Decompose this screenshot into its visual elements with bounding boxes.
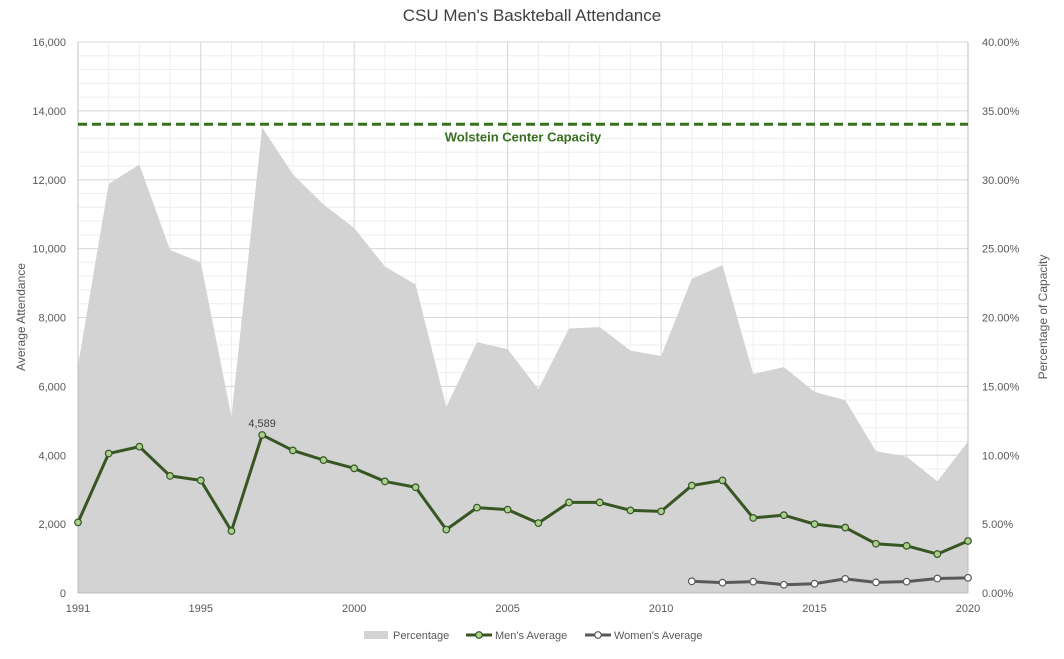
men-s-average-point (196, 476, 205, 485)
men-s-average-point (626, 506, 635, 515)
men-s-average-point (350, 464, 359, 473)
x-tick-label: 2020 (956, 603, 980, 615)
men-s-average-point (227, 527, 236, 535)
percentage-area (78, 127, 968, 593)
legend-swatch-percentage (364, 631, 388, 639)
women-s-average-point (687, 577, 696, 586)
men-s-average-point (534, 519, 543, 527)
women-s-average-line (691, 576, 969, 587)
x-tick-label: 2005 (495, 603, 519, 615)
men-s-average-point (749, 514, 758, 522)
men-s-average-point (565, 498, 573, 507)
y-axis-title: Average Attendance (14, 263, 28, 371)
men-s-average-point (380, 477, 389, 486)
women-s-average-point (810, 579, 819, 588)
men-s-average-point (74, 518, 82, 527)
y2-tick-label: 0.00% (982, 588, 1013, 600)
men-s-average-point (933, 550, 942, 558)
men-s-average-point (964, 537, 972, 545)
data-label: 4,589 (248, 418, 276, 430)
men-s-average-point (473, 503, 481, 512)
y-tick-label: 16,000 (32, 37, 66, 49)
y2-axis-title: Percentage of Capacity (1036, 255, 1050, 380)
y-tick-label: 6,000 (38, 381, 66, 393)
men-s-average-line (76, 433, 969, 556)
y-tick-label: 4,000 (38, 450, 66, 462)
y-tick-label: 12,000 (32, 175, 66, 187)
men-s-average-point (442, 525, 451, 534)
men-s-average-point (595, 498, 604, 507)
women-s-average-point (902, 577, 911, 586)
men-s-average-point (411, 483, 420, 492)
women-s-average-point (841, 574, 850, 583)
y2-tick-label: 25.00% (982, 244, 1020, 256)
tick-labels-layer: 4,589 0 2,000 4,000 6,000 8,000 10,000 12,000 14… (32, 37, 1019, 615)
legend: Percentage Men's Average Women's Average (364, 630, 703, 642)
y-tick-label: 8,000 (38, 313, 66, 325)
y2-tick-label: 5.00% (982, 519, 1013, 531)
men-s-average-point (810, 520, 819, 529)
men-s-average-point (135, 442, 144, 451)
x-tick-label: 2010 (649, 603, 673, 615)
x-tick-label: 2015 (802, 603, 826, 615)
men-s-average-point (503, 505, 512, 514)
men-s-average-point (687, 481, 696, 490)
women-s-average-point (779, 580, 788, 589)
legend-label-men-s-average: Men's Average (495, 630, 567, 642)
women-s-average-point (964, 573, 972, 582)
capacity-reference-label: Wolstein Center Capacity (445, 129, 602, 144)
y-tick-label: 0 (60, 588, 66, 600)
women-s-average-point (749, 577, 758, 586)
men-s-average-point (657, 507, 666, 516)
x-tick-label: 1995 (189, 603, 213, 615)
x-tick-label: 1991 (66, 603, 90, 615)
y2-tick-label: 15.00% (982, 381, 1020, 393)
y2-tick-label: 20.00% (982, 313, 1020, 325)
men-s-average-point (104, 449, 113, 458)
men-s-average-point (872, 539, 880, 548)
y-tick-label: 2,000 (38, 519, 66, 531)
y2-tick-label: 10.00% (982, 450, 1020, 462)
chart-title: CSU Men's Baskteball Attendance (403, 6, 661, 25)
y-tick-label: 10,000 (32, 244, 66, 256)
men-s-average-point (319, 456, 328, 464)
capacity-reference-layer: Wolstein Center Capacity (78, 122, 968, 144)
men-s-average-point (779, 511, 788, 520)
men-s-average-point (718, 476, 727, 485)
legend-marker-women-s-average (594, 631, 602, 639)
women-s-average-point (933, 574, 942, 583)
y2-tick-label: 30.00% (982, 175, 1020, 187)
women-s-average-point (872, 578, 880, 587)
y-tick-label: 14,000 (32, 106, 66, 118)
percentage-area-layer (78, 127, 968, 593)
x-tick-label: 2000 (342, 603, 366, 615)
men-s-average-point (166, 472, 174, 480)
legend-marker-men-s-average (475, 631, 483, 639)
legend-label-percentage: Percentage (393, 630, 449, 642)
y2-tick-label: 40.00% (982, 37, 1020, 49)
series-lines-layer (74, 431, 972, 589)
axes (77, 42, 969, 594)
legend-label-women-s-average: Women's Average (614, 630, 703, 642)
men-s-average-point (288, 446, 297, 455)
women-s-average-point (718, 578, 727, 587)
y2-tick-label: 35.00% (982, 106, 1020, 118)
men-s-average-point (902, 541, 911, 550)
men-s-average-point (258, 431, 267, 439)
men-s-average-point (841, 523, 850, 532)
